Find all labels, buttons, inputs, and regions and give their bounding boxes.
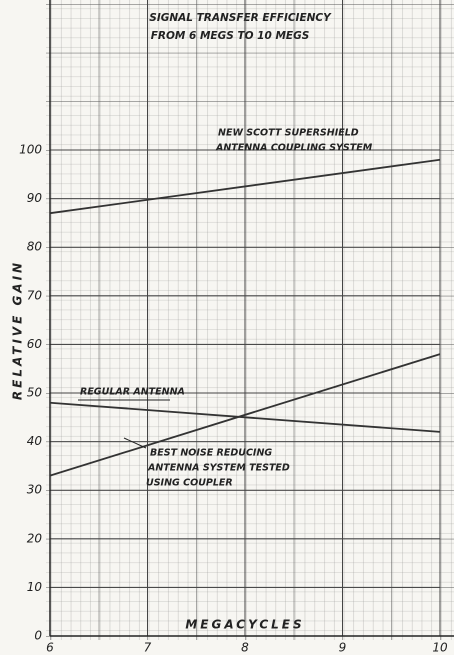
- chart-title: SIGNAL TRANSFER EFFICIENCY: [149, 12, 332, 24]
- y-tick-label: 20: [27, 531, 43, 545]
- annotation: ANTENNA SYSTEM TESTED: [147, 463, 290, 474]
- annotation: NEW SCOTT SUPERSHIELD: [218, 128, 359, 139]
- y-tick-label: 100: [19, 143, 42, 157]
- x-tick-label: 10: [432, 641, 448, 655]
- y-tick-label: 60: [27, 337, 43, 351]
- chart: SIGNAL TRANSFER EFFICIENCY FROM 6 MEGS T…: [0, 0, 454, 655]
- y-tick-label: 90: [27, 191, 43, 205]
- x-tick-label: 6: [46, 641, 54, 655]
- y-tick-label: 50: [27, 386, 43, 400]
- x-tick-label: 8: [241, 641, 249, 655]
- x-tick-label: 9: [339, 641, 347, 655]
- graph-paper: [46, 0, 454, 640]
- y-tick-label: 80: [27, 240, 43, 254]
- chart-subtitle: FROM 6 MEGS TO 10 MEGS: [151, 30, 310, 42]
- annotation: BEST NOISE REDUCING: [150, 448, 272, 459]
- y-tick-label: 10: [27, 580, 43, 594]
- annotation: USING COUPLER: [146, 478, 233, 489]
- y-tick-label: 40: [27, 434, 43, 448]
- y-tick-label: 30: [27, 483, 43, 497]
- y-axis-label: RELATIVE GAIN: [11, 260, 25, 400]
- annotation: ANTENNA COUPLING SYSTEM: [215, 143, 373, 154]
- annotation: REGULAR ANTENNA: [80, 387, 185, 398]
- x-tick-label: 7: [144, 641, 152, 655]
- y-tick-label: 0: [34, 629, 42, 643]
- y-tick-label: 70: [27, 288, 43, 302]
